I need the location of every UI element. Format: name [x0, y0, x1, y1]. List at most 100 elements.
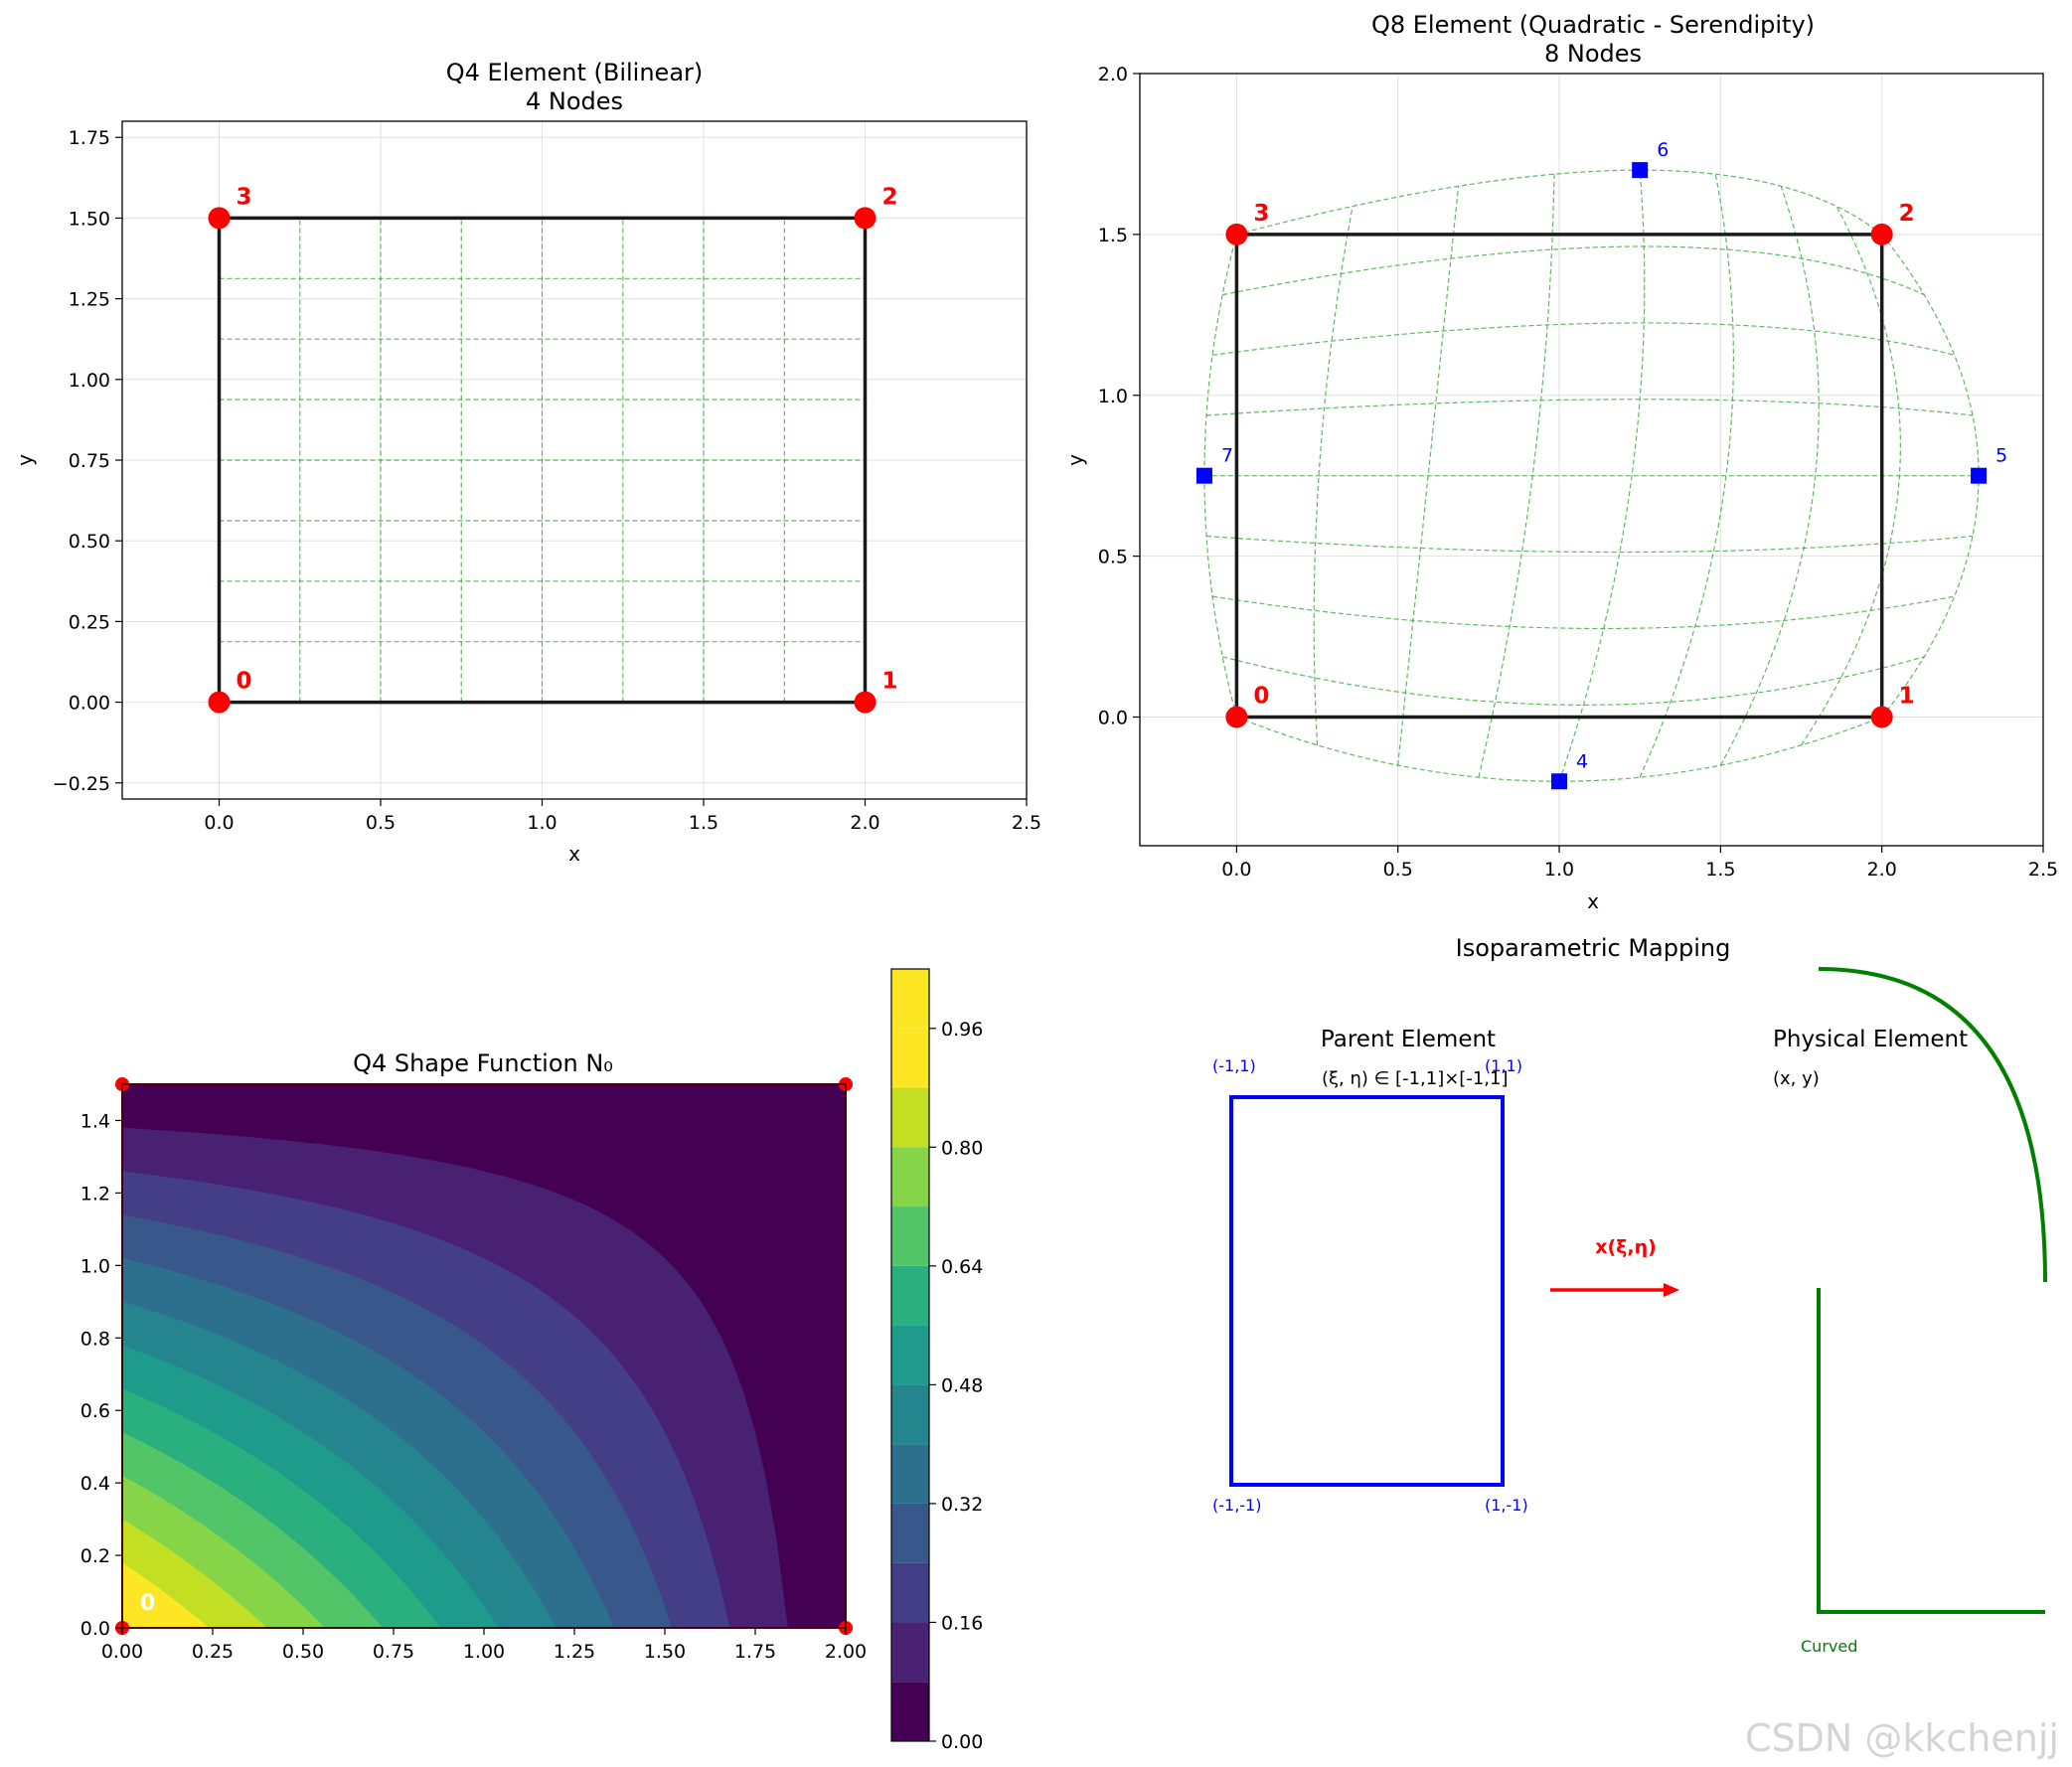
- q8-element-chart: Q8 Element (Quadratic - Serendipity) 8 N…: [1063, 11, 2058, 913]
- q8-mid-node-6: [1632, 162, 1649, 179]
- q4-y-tick-label: 1.25: [69, 289, 110, 311]
- q4-corner-node-label-3: 3: [237, 184, 252, 210]
- n0-x-tick-label: 1.00: [463, 1641, 505, 1663]
- colorbar-tick-label: 0.48: [941, 1374, 983, 1396]
- parent-element-title: Parent Element: [1321, 1027, 1496, 1052]
- q4-chart-subtitle: 4 Nodes: [526, 87, 623, 115]
- parent-corner-label-bottom-left: (-1,-1): [1212, 1496, 1261, 1515]
- colorbar-segment: [891, 1562, 929, 1623]
- q8-mid-node-label-4: 4: [1576, 750, 1588, 772]
- colorbar-segment: [891, 969, 929, 1029]
- n0-node-label: 0: [140, 1591, 155, 1616]
- q4-chart-title: Q4 Element (Bilinear): [446, 59, 704, 86]
- q8-y-tick-label: 2.0: [1098, 64, 1128, 85]
- q8-chart-title: Q8 Element (Quadratic - Serendipity): [1371, 11, 1815, 39]
- q4-y-tick-label: 1.50: [69, 208, 110, 230]
- mapping-arrow-head: [1664, 1283, 1679, 1297]
- curved-label: Curved: [1801, 1637, 1857, 1656]
- q8-mid-node-4: [1551, 773, 1568, 790]
- n0-x-tick-label: 1.75: [734, 1641, 776, 1663]
- physical-element-curved-edge: [1818, 967, 2047, 1283]
- q4-x-tick-label: 1.0: [527, 812, 557, 834]
- q4-y-tick-label: −0.25: [53, 773, 110, 795]
- q4-corner-node-2: [854, 207, 877, 230]
- q8-x-tick-label: 2.5: [2028, 859, 2058, 881]
- q8-corner-node-label-2: 2: [1899, 201, 1915, 227]
- q8-corner-node-2: [1870, 223, 1893, 245]
- n0-x-tick-label: 0.50: [282, 1641, 324, 1663]
- physical-element-straight-edges: [1817, 1288, 2045, 1614]
- q4-y-tick-label: 0.25: [69, 611, 110, 633]
- parent-corner-label-top-left: (-1,1): [1212, 1056, 1256, 1075]
- q8-x-tick-label: 0.5: [1383, 859, 1413, 881]
- n0-x-tick-label: 0.25: [192, 1641, 234, 1663]
- colorbar-tick-label: 0.00: [941, 1731, 983, 1753]
- isoparametric-mapping-diagram: Isoparametric Mapping Parent Element (ξ,…: [1212, 934, 2047, 1656]
- n0-y-tick-label: 0.4: [80, 1473, 110, 1495]
- colorbar-segment: [891, 1206, 929, 1266]
- n0-chart-title: Q4 Shape Function N₀: [353, 1049, 613, 1077]
- n0-colorbar: 0.00 0.16 0.32 0.48 0.64 0.80 0.96: [890, 968, 983, 1753]
- q8-mid-node-7: [1195, 467, 1212, 484]
- q8-mesh-line-xi: [1558, 170, 1646, 782]
- colorbar-tick-label: 0.64: [941, 1256, 983, 1278]
- q8-chart-subtitle: 8 Nodes: [1544, 40, 1642, 68]
- q8-corner-node-label-0: 0: [1253, 684, 1269, 710]
- n0-x-tick-label: 0.75: [373, 1641, 414, 1663]
- colorbar-tick-label: 0.32: [941, 1494, 983, 1516]
- colorbar-segment: [891, 1265, 929, 1326]
- q8-mid-node-label-7: 7: [1221, 445, 1233, 467]
- mapping-arrow-label: x(ξ,η): [1595, 1236, 1657, 1258]
- parent-element-square: [1229, 1095, 1505, 1487]
- q8-axes-frame: [1139, 73, 2044, 847]
- colorbar-segment: [891, 1087, 929, 1148]
- n0-plot-area: 0 0.00 0.25 0.50 0.75 1.00 1.25 1.50 1.75 2.00 0.0…: [80, 1077, 867, 1663]
- q4-x-tick-label: 0.5: [366, 812, 396, 834]
- q4-axes-frame: [121, 120, 1028, 800]
- n0-axes-frame: [121, 1083, 847, 1629]
- physical-element-subtitle: (x, y): [1773, 1068, 1820, 1089]
- colorbar-tick-label: 0.96: [941, 1019, 983, 1041]
- q4-y-tick-label: 0.00: [69, 693, 110, 715]
- n0-y-tick-label: 1.0: [80, 1255, 110, 1277]
- n0-x-tick-label: 1.25: [554, 1641, 595, 1663]
- colorbar-segment: [891, 1444, 929, 1504]
- n0-x-tick-label: 2.00: [825, 1641, 867, 1663]
- q8-corner-node-label-3: 3: [1253, 201, 1269, 227]
- q8-x-axis-label: x: [1587, 889, 1599, 913]
- q8-y-tick-label: 1.5: [1098, 225, 1128, 246]
- q8-mesh-line-xi: [1639, 174, 1735, 778]
- q8-mid-node-label-5: 5: [1995, 445, 2007, 467]
- q8-corner-node-0: [1225, 706, 1248, 728]
- q8-y-axis-label: y: [1063, 454, 1087, 466]
- n0-y-tick-label: 1.4: [80, 1110, 110, 1132]
- q4-y-tick-label: 0.50: [69, 531, 110, 553]
- q8-mesh-line-xi: [1203, 234, 1237, 718]
- parent-corner-label-bottom-right: (1,-1): [1485, 1496, 1528, 1515]
- q8-mesh-line-eta: [1222, 245, 1925, 296]
- q4-y-tick-label: 1.75: [69, 127, 110, 149]
- n0-y-tick-label: 0.6: [80, 1400, 110, 1422]
- q4-y-axis-label: y: [13, 454, 37, 466]
- q8-mesh-line-xi: [1800, 206, 1902, 746]
- q8-x-tick-label: 2.0: [1867, 859, 1897, 881]
- q8-mesh-line-xi: [1719, 186, 1820, 766]
- q8-mesh-line-eta: [1205, 535, 1974, 554]
- mapping-title: Isoparametric Mapping: [1456, 934, 1731, 962]
- q4-corner-node-0: [208, 691, 231, 714]
- q8-y-tick-label: 0.0: [1098, 708, 1128, 729]
- shape-function-chart: Q4 Shape Function N₀ 0 0.00 0.25 0.50 0.75 1.…: [80, 968, 983, 1753]
- q8-corner-node-3: [1225, 223, 1248, 245]
- n0-x-tick-label: 1.50: [644, 1641, 686, 1663]
- n0-y-tick-label: 0.0: [80, 1618, 110, 1640]
- q8-mid-node-5: [1971, 467, 1988, 484]
- colorbar-segment: [891, 1682, 929, 1741]
- parent-domain-text: (ξ, η) ∈ [-1,1]×[-1,1]: [1322, 1068, 1508, 1089]
- q8-mesh-line-eta: [1211, 322, 1955, 356]
- q4-corner-node-1: [854, 691, 877, 714]
- q4-plot-area: 0.0 0.5 1.0 1.5 2.0 2.5 −0.25 0.00 0.25 0.50 0.75 1…: [53, 120, 1041, 834]
- q8-mesh-line-xi: [1313, 206, 1354, 745]
- q4-x-tick-label: 2.0: [850, 812, 879, 834]
- n0-x-tick-label: 0.00: [101, 1641, 143, 1663]
